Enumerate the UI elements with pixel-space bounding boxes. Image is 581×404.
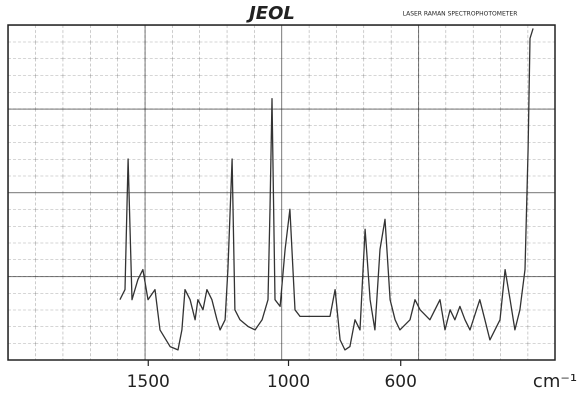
plot-frame xyxy=(7,24,556,361)
chart-subtitle: LASER RAMAN SPECTROPHOTOMETER xyxy=(403,11,518,18)
x-tick-label: 1500 xyxy=(127,372,170,392)
x-tick-label: 1000 xyxy=(267,372,310,392)
x-axis-label: cm⁻¹ xyxy=(533,371,577,392)
x-tick-label: 600 xyxy=(384,372,416,392)
chart-title: JEOL xyxy=(246,3,295,24)
spectrum-line xyxy=(119,28,534,351)
major-grid xyxy=(8,25,555,360)
